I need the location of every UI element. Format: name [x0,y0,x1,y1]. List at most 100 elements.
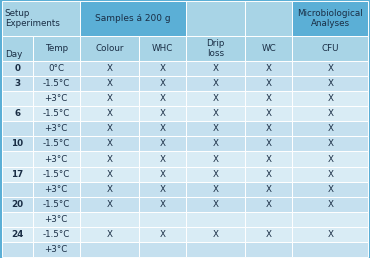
Text: X: X [106,155,112,164]
Text: -1.5°C: -1.5°C [43,109,70,118]
Text: +3°C: +3°C [44,215,68,224]
Bar [2,212,33,227]
Text: -1.5°C: -1.5°C [43,230,70,239]
Text: X: X [106,200,112,209]
Bar [139,106,186,122]
Bar [245,197,292,212]
Bar [80,182,139,197]
Text: X: X [266,79,272,88]
Text: X: X [327,170,333,179]
Bar [292,76,368,91]
Bar [80,1,186,36]
Bar [292,91,368,106]
Bar [186,242,245,257]
Text: X: X [327,230,333,239]
Bar [33,151,80,166]
Bar [186,166,245,182]
Bar [80,36,139,61]
Text: X: X [213,124,219,133]
Bar [2,242,33,257]
Bar [292,122,368,136]
Bar [139,227,186,242]
Bar [292,36,368,61]
Bar [186,91,245,106]
Bar [245,106,292,122]
Bar [33,182,80,197]
Bar [186,151,245,166]
Text: X: X [213,64,219,73]
Text: 6: 6 [14,109,20,118]
Text: Samples á 200 g: Samples á 200 g [95,14,171,23]
Bar [2,76,33,91]
Bar [186,122,245,136]
Bar [245,166,292,182]
Text: X: X [213,79,219,88]
Text: X: X [159,64,165,73]
Text: X: X [159,94,165,103]
Text: CFU: CFU [322,44,339,53]
Bar [186,212,245,227]
Text: -1.5°C: -1.5°C [43,170,70,179]
Bar [2,151,33,166]
Bar [2,1,80,36]
Bar [80,136,139,151]
Bar [33,106,80,122]
Text: X: X [213,140,219,149]
Text: X: X [213,200,219,209]
Text: -1.5°C: -1.5°C [43,79,70,88]
Bar [33,227,80,242]
Bar [186,227,245,242]
Bar [245,242,292,257]
Text: X: X [266,109,272,118]
Text: X: X [213,94,219,103]
Bar [80,242,139,257]
Text: X: X [159,124,165,133]
Text: 10: 10 [11,140,23,149]
Bar [139,151,186,166]
Bar [186,136,245,151]
Bar [139,182,186,197]
Bar [186,1,245,36]
Bar [292,106,368,122]
Bar [80,76,139,91]
Text: Colour: Colour [95,44,124,53]
Text: 3: 3 [14,79,20,88]
Bar [292,136,368,151]
Bar [139,212,186,227]
Bar [186,61,245,76]
Bar [245,212,292,227]
Text: X: X [106,94,112,103]
Text: X: X [213,170,219,179]
Text: X: X [213,155,219,164]
Bar [80,91,139,106]
Text: X: X [106,124,112,133]
Bar [186,76,245,91]
Text: X: X [213,184,219,194]
Bar [292,166,368,182]
Bar [292,227,368,242]
Bar [292,61,368,76]
Bar [245,76,292,91]
Text: 20: 20 [11,200,23,209]
Bar [245,227,292,242]
Bar [245,151,292,166]
Text: X: X [159,170,165,179]
Bar [245,91,292,106]
Text: -1.5°C: -1.5°C [43,200,70,209]
Text: X: X [266,140,272,149]
Text: X: X [159,79,165,88]
Text: X: X [159,155,165,164]
Bar [186,106,245,122]
Text: WC: WC [262,44,276,53]
Bar [2,36,33,61]
Text: -1.5°C: -1.5°C [43,140,70,149]
Bar [186,182,245,197]
Bar [139,136,186,151]
Text: +3°C: +3°C [44,184,68,194]
Bar [2,182,33,197]
Bar [245,182,292,197]
Bar [245,122,292,136]
Text: X: X [106,170,112,179]
Bar [2,197,33,212]
Text: X: X [159,109,165,118]
